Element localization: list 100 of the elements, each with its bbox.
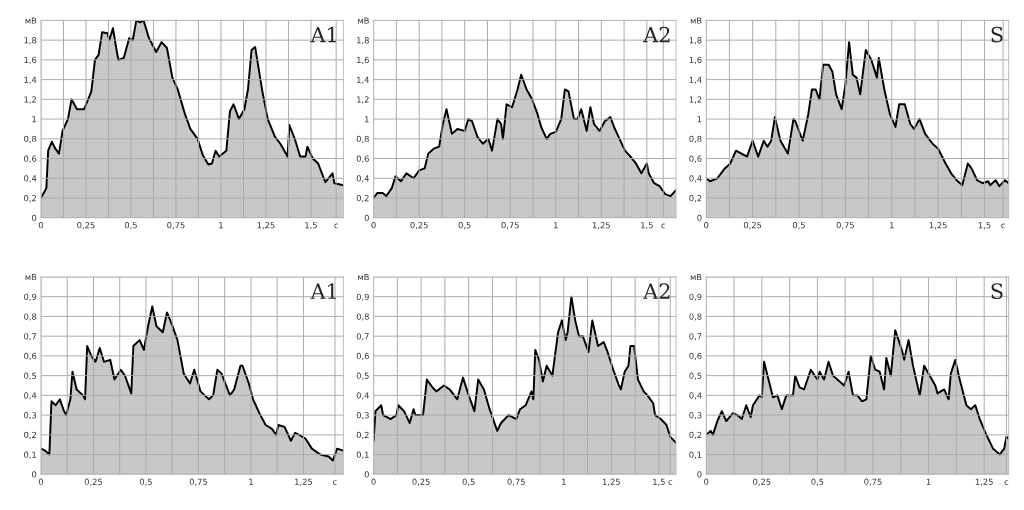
- x-tick-label: 1,5: [653, 478, 665, 486]
- y-tick-label: 0,6: [24, 352, 37, 361]
- y-tick-label: 1,2: [689, 96, 702, 104]
- y-tick-label: 0,2: [356, 194, 369, 203]
- chart-title: S: [991, 283, 1003, 299]
- y-tick-label: 0,9: [356, 293, 369, 301]
- y-tick-label: 0,4: [356, 392, 369, 400]
- y-tick-label: 0: [32, 214, 37, 222]
- y-tick-label: 0,8: [24, 135, 37, 143]
- y-tick-label: 0,2: [356, 431, 369, 439]
- y-tick-label: мВ: [690, 274, 702, 281]
- y-tick-label: 1,8: [24, 37, 37, 45]
- x-tick-label: 1,25: [295, 478, 313, 486]
- x-tick-label: 1,25: [602, 478, 620, 486]
- y-tick-label: 0,1: [356, 451, 369, 459]
- x-tick-label: 0: [38, 478, 44, 485]
- y-tick-label: 0,2: [689, 431, 702, 439]
- x-tick-label: 0,75: [864, 478, 882, 486]
- x-tick-label: 0: [38, 222, 44, 229]
- y-tick-label: 0,9: [689, 293, 702, 301]
- x-tick-label: 1,5: [305, 222, 317, 230]
- y-tick-label: 0: [364, 214, 369, 222]
- y-tick-label: 1: [365, 116, 369, 123]
- y-tick-label: 0,5: [689, 372, 702, 380]
- x-tick-label: 1: [562, 478, 566, 485]
- y-tick-label: 0: [697, 214, 702, 222]
- y-tick-label: 0,8: [356, 135, 369, 143]
- chart-title: A1: [310, 283, 336, 299]
- x-tick-label: 0,5: [124, 222, 137, 230]
- y-tick-label: 1,6: [689, 56, 702, 64]
- y-tick-label: 0,4: [689, 392, 702, 400]
- y-tick-label: 0,1: [689, 451, 702, 459]
- y-tick-label: 1,6: [357, 56, 369, 64]
- x-tick-label: 0,75: [836, 222, 854, 230]
- x-tick-label: 1: [926, 478, 931, 485]
- y-tick-label: 0,4: [356, 175, 369, 183]
- y-tick-label: 1,4: [357, 76, 369, 84]
- y-tick-label: 1,2: [24, 96, 36, 104]
- y-tick-label: мВ: [358, 274, 369, 281]
- y-tick-label: 1,4: [689, 76, 702, 84]
- y-tick-label: 0,5: [24, 372, 37, 380]
- y-tick-label: 0,8: [689, 313, 702, 321]
- y-tick-label: 0,6: [356, 155, 369, 163]
- y-tick-label: 0,4: [24, 392, 37, 400]
- y-tick-label: 0,8: [24, 313, 37, 321]
- y-tick-label: 1,2: [357, 96, 369, 104]
- y-tick-label: 0,1: [24, 451, 37, 459]
- x-tick-label: 1: [554, 222, 558, 229]
- x-tick-label: с: [334, 223, 338, 229]
- chart-title: A2: [643, 26, 670, 43]
- x-tick-label: 0,75: [189, 478, 208, 486]
- y-tick-label: 0,2: [24, 194, 36, 203]
- x-tick-label: 1,25: [929, 222, 947, 230]
- y-tick-label: 0,2: [24, 431, 36, 439]
- x-tick-label: 1: [219, 222, 223, 229]
- x-tick-label: 0: [371, 478, 376, 485]
- y-tick-label: 0,8: [356, 313, 369, 321]
- x-tick-label: 0,75: [507, 478, 525, 486]
- y-tick-label: 0,6: [356, 352, 369, 361]
- y-tick-label: 0: [697, 471, 702, 478]
- x-tick-label: 0,5: [462, 478, 475, 486]
- y-tick-label: 1: [32, 116, 37, 123]
- x-tick-label: с: [661, 223, 666, 229]
- y-tick-label: 1,6: [24, 56, 37, 64]
- x-tick-label: с: [1004, 480, 1009, 485]
- y-tick-label: 0,5: [356, 372, 369, 380]
- x-tick-label: 0,25: [77, 222, 95, 230]
- x-tick-label: 1,5: [978, 222, 991, 230]
- y-tick-label: 0,3: [689, 412, 702, 420]
- x-tick-label: 1: [249, 478, 253, 485]
- x-tick-label: 0,25: [84, 478, 103, 486]
- chart-title: A2: [643, 283, 670, 299]
- y-tick-label: 0,2: [689, 194, 702, 203]
- x-tick-label: с: [1001, 223, 1005, 229]
- y-tick-label: 0,7: [356, 333, 369, 341]
- x-tick-label: 0,75: [501, 222, 519, 230]
- x-tick-label: 0,75: [167, 222, 185, 230]
- x-tick-label: с: [333, 480, 337, 485]
- x-tick-label: 1,25: [257, 222, 275, 230]
- x-tick-label: 0,5: [458, 222, 471, 230]
- x-tick-label: 0: [704, 478, 709, 485]
- x-tick-label: 0,25: [743, 222, 762, 230]
- y-tick-label: 0: [32, 471, 37, 478]
- y-tick-label: 0,3: [356, 412, 369, 420]
- x-tick-label: 0: [371, 222, 376, 229]
- x-tick-label: 1,5: [641, 222, 653, 230]
- y-tick-label: 1,4: [24, 76, 37, 84]
- x-tick-label: 1: [890, 222, 894, 229]
- y-tick-label: мВ: [25, 274, 37, 281]
- y-tick-label: 0,7: [689, 333, 702, 341]
- y-tick-label: 0,6: [24, 155, 37, 163]
- y-tick-label: 0,8: [689, 135, 702, 143]
- x-tick-label: 0,5: [792, 222, 805, 230]
- y-tick-label: 0,6: [689, 352, 702, 361]
- y-tick-label: 0: [364, 471, 369, 478]
- y-tick-label: мВ: [358, 17, 369, 24]
- y-tick-label: 0,4: [689, 175, 702, 183]
- y-tick-label: 0,6: [689, 155, 702, 163]
- x-tick-label: 0,25: [412, 478, 430, 486]
- chart-title: A1: [310, 26, 336, 43]
